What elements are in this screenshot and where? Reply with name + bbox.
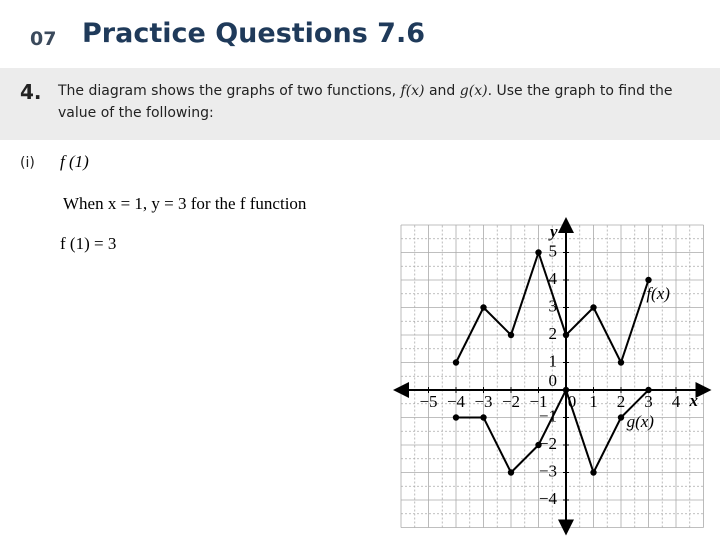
point <box>507 469 515 476</box>
function-line <box>456 387 650 476</box>
function-line <box>455 249 650 366</box>
question-band <box>0 68 720 140</box>
point <box>617 414 625 421</box>
text: . Use the graph to find the value of the… <box>58 83 673 121</box>
section-number: 07 <box>30 28 57 50</box>
y-tick-label: −2 <box>539 434 557 453</box>
x-tick-label: −4 <box>447 392 466 411</box>
y-tick-label: 0 <box>549 371 558 390</box>
x-tick-label: −1 <box>529 392 547 411</box>
question-number: 4. <box>20 80 42 104</box>
point <box>645 386 652 394</box>
point <box>617 359 625 366</box>
point <box>535 249 542 256</box>
y-tick-label: 5 <box>549 241 558 260</box>
y-tick-label: −4 <box>539 489 558 508</box>
y-axis-label: y <box>548 222 558 241</box>
text: The diagram shows the graphs of two func… <box>58 83 401 99</box>
x-tick-label: 2 <box>617 392 626 411</box>
y-tick-label: 1 <box>549 351 558 370</box>
question-text: The diagram shows the graphs of two func… <box>58 80 708 124</box>
point <box>480 414 487 421</box>
x-tick-label: −2 <box>502 392 520 411</box>
title: Practice Questions 7.6 <box>82 18 425 49</box>
y-tick-label: −1 <box>539 406 557 425</box>
x-tick-label: 1 <box>589 392 598 411</box>
function-label: f(x) <box>646 284 670 303</box>
point <box>507 331 515 339</box>
text: and <box>424 83 460 99</box>
point <box>452 414 460 421</box>
function-label: g(x) <box>627 412 655 431</box>
x-axis-label: x <box>689 391 699 410</box>
y-tick-label: 2 <box>549 324 558 343</box>
x-tick-label: −5 <box>419 392 437 411</box>
point <box>645 276 652 284</box>
expression: f (1) <box>60 152 89 171</box>
working: When x = 1, y = 3 for the f function <box>63 194 307 213</box>
point <box>535 441 542 449</box>
text: g(x) <box>459 83 488 99</box>
x-tick-label: −3 <box>474 392 492 411</box>
point <box>480 304 487 311</box>
point <box>562 386 570 394</box>
y-tick-label: −3 <box>539 461 557 480</box>
point <box>452 359 460 366</box>
point <box>590 469 597 476</box>
x-tick-label: 4 <box>672 392 681 411</box>
subquestion-number: (i) <box>20 155 35 171</box>
x-tick-label: 3 <box>644 392 653 411</box>
point <box>590 304 597 311</box>
point <box>562 331 570 339</box>
x-tick-label: 0 <box>568 392 577 411</box>
y-tick-label: 3 <box>549 296 558 315</box>
y-tick-label: 4 <box>549 269 558 288</box>
text: f(x) <box>400 83 425 99</box>
answer: f (1) = 3 <box>60 234 117 253</box>
